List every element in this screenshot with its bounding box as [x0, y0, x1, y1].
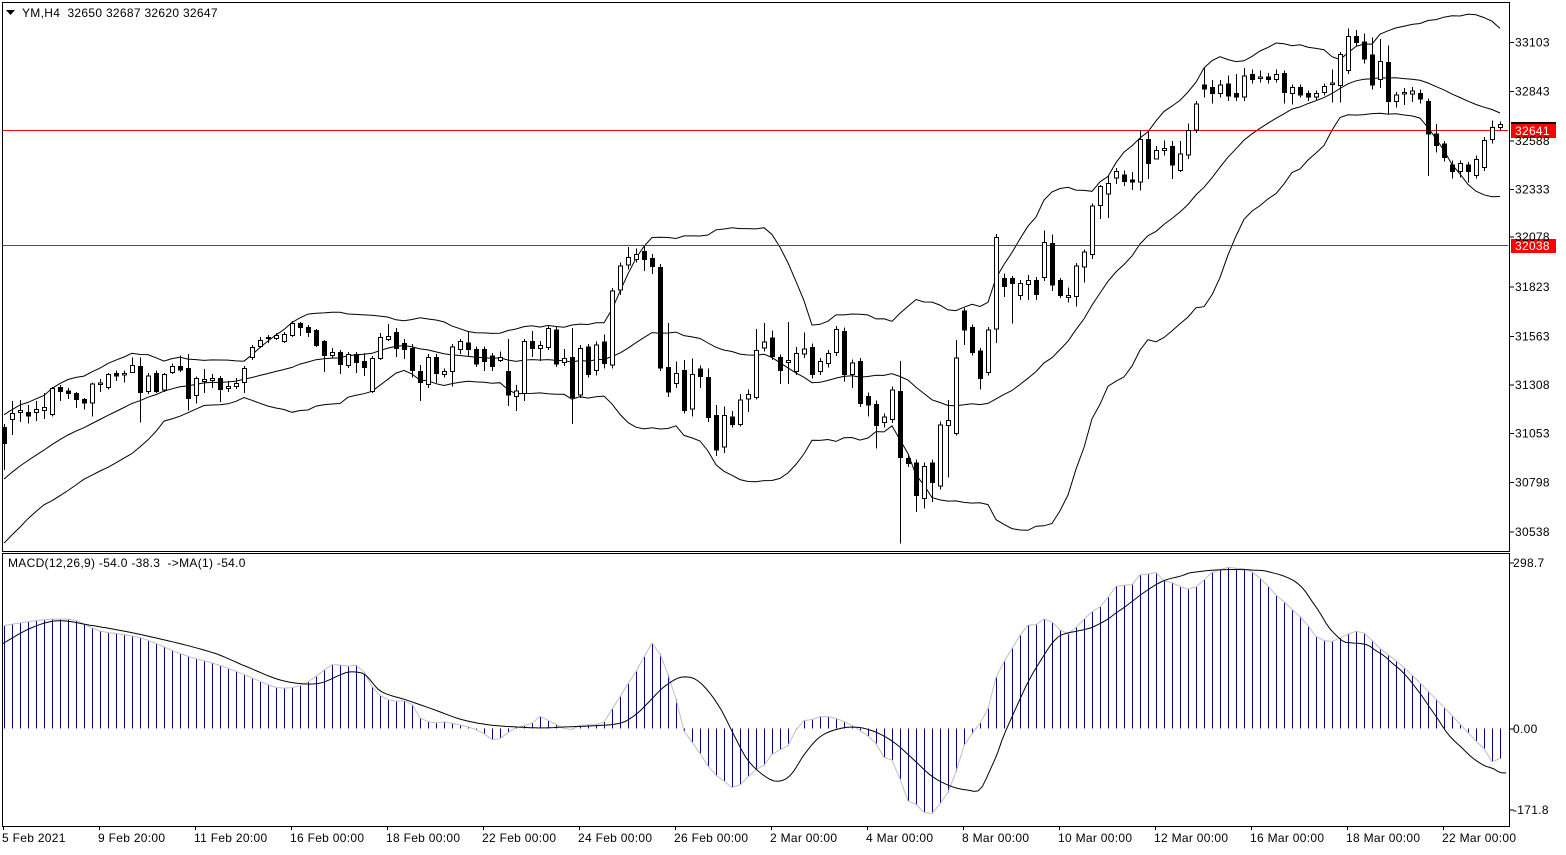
svg-text:22 Mar 00:00: 22 Mar 00:00	[1442, 831, 1516, 845]
svg-text:16 Mar 00:00: 16 Mar 00:00	[1250, 831, 1324, 845]
svg-text:11 Feb 20:00: 11 Feb 20:00	[194, 831, 267, 845]
svg-text:32588: 32588	[1515, 134, 1550, 148]
svg-text:9 Feb 20:00: 9 Feb 20:00	[98, 831, 165, 845]
svg-text:30798: 30798	[1515, 475, 1550, 489]
svg-text:31563: 31563	[1515, 329, 1550, 343]
svg-text:32078: 32078	[1515, 230, 1550, 244]
svg-text:31823: 31823	[1515, 280, 1550, 294]
svg-text:32843: 32843	[1515, 85, 1550, 99]
svg-text:32641: 32641	[1515, 124, 1550, 138]
svg-text:16 Feb 00:00: 16 Feb 00:00	[290, 831, 364, 845]
svg-text:10 Mar 00:00: 10 Mar 00:00	[1058, 831, 1132, 845]
svg-text:33103: 33103	[1515, 36, 1550, 50]
svg-text:0.00: 0.00	[1513, 722, 1538, 736]
svg-text:26 Feb 00:00: 26 Feb 00:00	[674, 831, 748, 845]
svg-text:31308: 31308	[1515, 378, 1550, 392]
svg-text:32333: 32333	[1515, 183, 1550, 197]
svg-text:30538: 30538	[1515, 525, 1550, 539]
svg-text:18 Mar 00:00: 18 Mar 00:00	[1346, 831, 1420, 845]
svg-text:YM,H4 32650 32687 32620 32647: YM,H4 32650 32687 32620 32647	[22, 6, 218, 20]
svg-text:298.7: 298.7	[1513, 556, 1545, 570]
svg-text:5 Feb 2021: 5 Feb 2021	[2, 831, 66, 845]
svg-text:31053: 31053	[1515, 427, 1550, 441]
svg-text:-171.8: -171.8	[1513, 803, 1549, 817]
svg-text:18 Feb 00:00: 18 Feb 00:00	[386, 831, 460, 845]
svg-text:32038: 32038	[1515, 239, 1550, 253]
svg-text:24 Feb 00:00: 24 Feb 00:00	[578, 831, 652, 845]
svg-text:MACD(12,26,9) -54.0 -38.3 ->M: MACD(12,26,9) -54.0 -38.3 ->MA(1) -54.0	[8, 556, 246, 570]
svg-text:22 Feb 00:00: 22 Feb 00:00	[482, 831, 556, 845]
svg-text:2 Mar 00:00: 2 Mar 00:00	[770, 831, 837, 845]
svg-text:4 Mar 00:00: 4 Mar 00:00	[866, 831, 933, 845]
svg-text:8 Mar 00:00: 8 Mar 00:00	[962, 831, 1029, 845]
svg-text:12 Mar 00:00: 12 Mar 00:00	[1154, 831, 1228, 845]
